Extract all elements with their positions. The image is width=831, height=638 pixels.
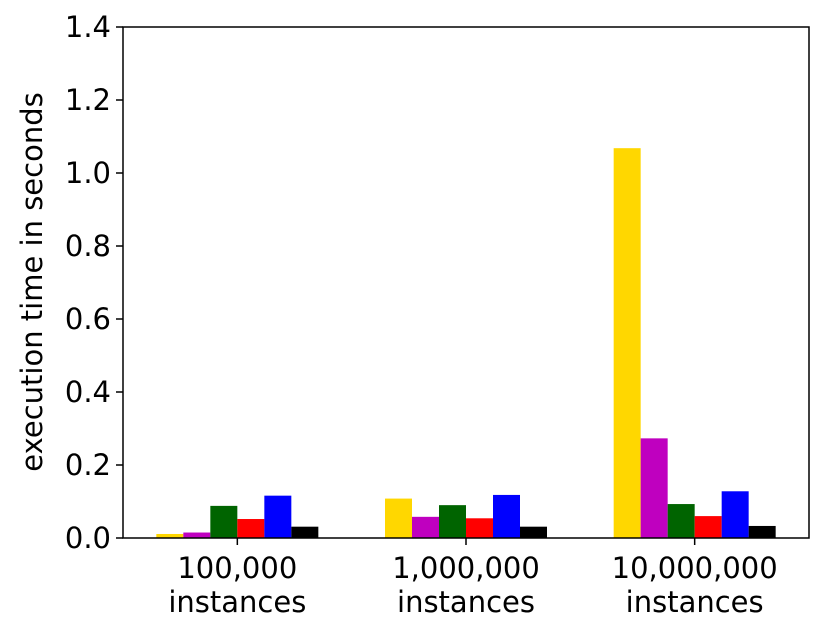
y-tick-label: 1.2	[65, 83, 111, 117]
bar	[439, 505, 466, 538]
y-tick-label: 0.8	[65, 229, 111, 263]
y-tick-label: 0.4	[65, 375, 111, 409]
bar	[493, 494, 520, 538]
y-tick-label: 0.6	[65, 302, 111, 336]
bar	[721, 491, 749, 538]
y-tick-label: 0.0	[65, 521, 111, 555]
y-tick-label: 1.4	[65, 10, 111, 44]
bar	[412, 516, 439, 538]
y-axis: 0.0 0.2 0.4 0.6 0.8 1.0 1.2 1.4	[65, 10, 123, 555]
bar	[156, 533, 184, 538]
bar	[183, 532, 211, 538]
bar	[264, 495, 292, 538]
x-tick-label-line: instances	[626, 585, 764, 619]
bar	[640, 438, 668, 538]
y-tick-label: 0.2	[65, 448, 111, 482]
plot-frame	[122, 26, 810, 539]
bar	[466, 518, 493, 538]
bar	[520, 526, 547, 538]
bar	[291, 526, 319, 538]
bar	[613, 148, 641, 538]
bar	[667, 504, 695, 538]
y-axis-title: execution time in seconds	[15, 92, 49, 471]
bar	[748, 525, 776, 538]
x-tick-label-line: 10,000,000	[612, 551, 778, 585]
bars-group	[156, 148, 776, 538]
x-tick-label-line: 1,000,000	[392, 551, 540, 585]
x-tick-label-line: 100,000	[177, 551, 297, 585]
y-tick-label: 1.0	[65, 156, 111, 190]
bar	[385, 498, 412, 538]
bar	[210, 505, 238, 538]
x-tick-label-line: instances	[168, 585, 306, 619]
x-tick-label: 1,000,000 instances	[392, 551, 540, 619]
x-tick-label: 100,000 instances	[168, 551, 306, 619]
x-tick-label-line: instances	[397, 585, 535, 619]
bar	[694, 516, 722, 538]
x-tick-label: 10,000,000 instances	[612, 551, 778, 619]
bar	[237, 519, 265, 538]
